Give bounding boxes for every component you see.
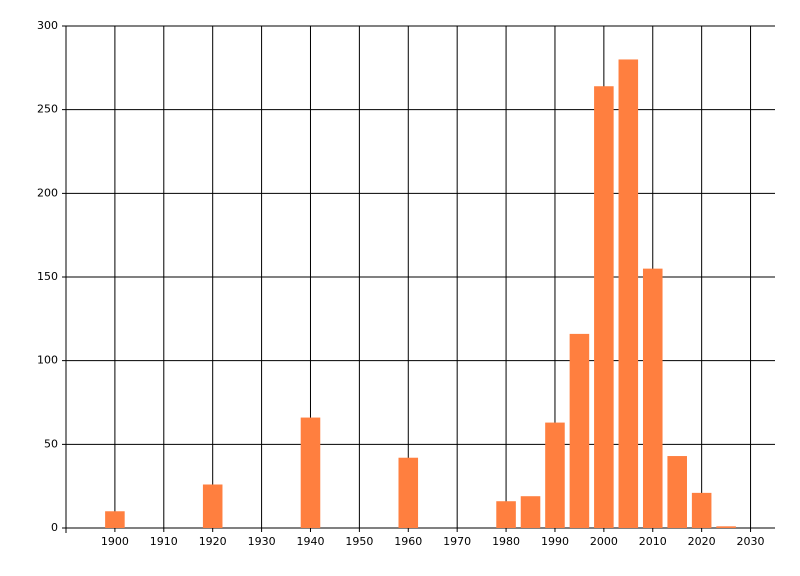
x-tick-label: 2000 [590,535,618,548]
bar [594,86,614,529]
x-tick-label: 1990 [541,535,569,548]
y-tick-label: 150 [37,270,58,283]
bar [105,511,125,528]
y-tick-label: 200 [37,186,58,199]
x-tick-label: 1920 [199,535,227,548]
x-tick-label: 1970 [443,535,471,548]
x-tick-label: 1910 [150,535,178,548]
x-tick-label: 1940 [296,535,324,548]
y-tick-label: 100 [37,354,58,367]
x-tick-label: 1930 [248,535,276,548]
y-tick-label: 0 [51,521,58,534]
x-tick-label: 2010 [639,535,667,548]
bar [716,526,736,528]
bar [398,457,419,528]
bar [202,484,223,528]
bar [691,492,712,528]
bar [545,422,565,528]
bar [642,268,663,528]
x-tick-label: 1980 [492,535,520,548]
bar [569,333,590,528]
y-tick-label: 250 [37,103,58,116]
bar [496,501,516,528]
x-tick-label: 1960 [394,535,422,548]
bar [667,456,687,528]
x-tick-label: 2030 [737,535,765,548]
x-tick-label: 1900 [101,535,129,548]
y-tick-label: 300 [37,19,58,32]
bar [300,417,321,528]
bar [520,496,541,528]
bar [618,59,639,528]
x-tick-label: 1950 [345,535,373,548]
x-tick-label: 2020 [688,535,716,548]
y-tick-label: 50 [44,437,58,450]
